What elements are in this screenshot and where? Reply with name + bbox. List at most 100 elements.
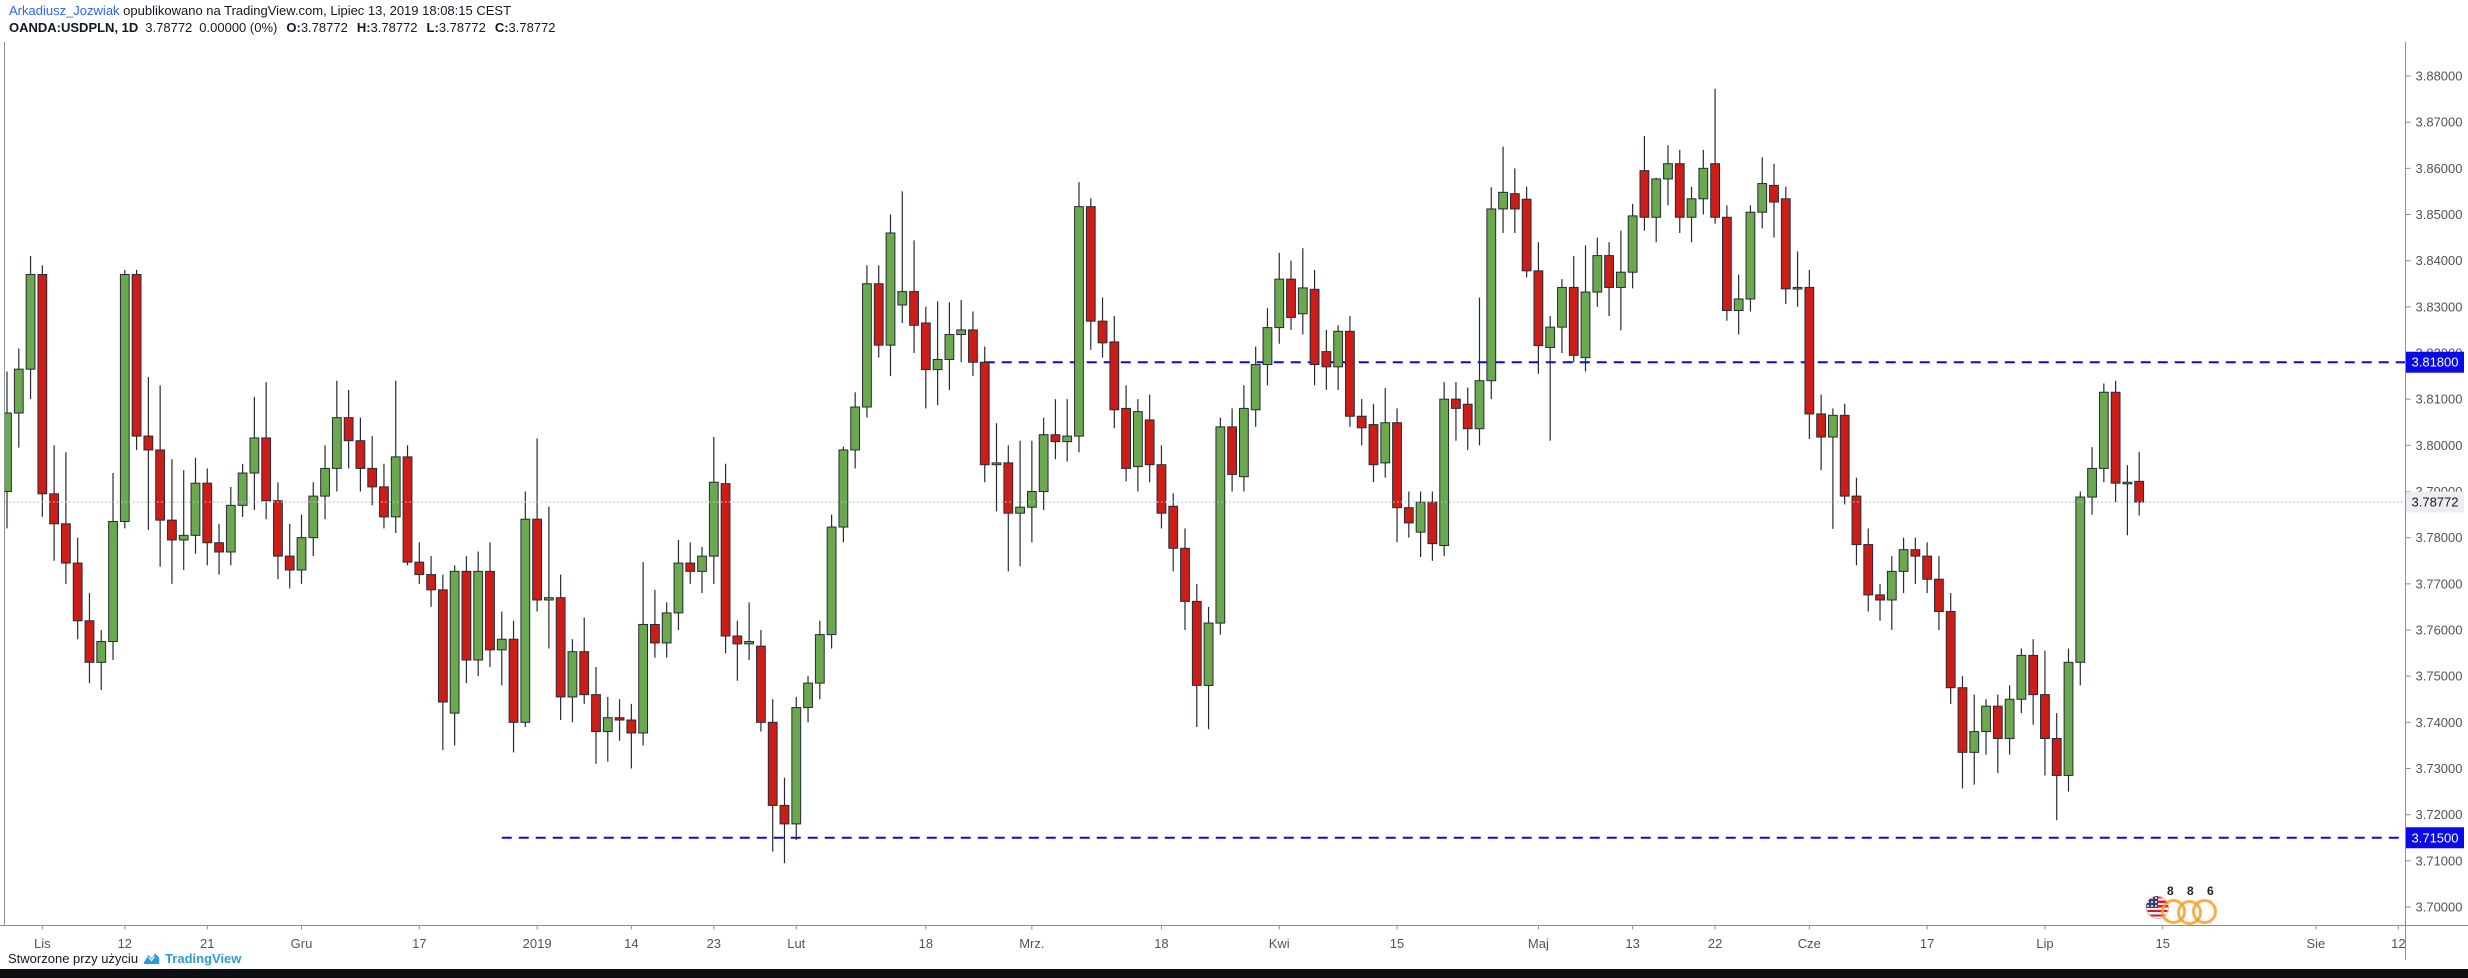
candle[interactable] [496,638,507,651]
candle[interactable] [1321,351,1332,368]
candle[interactable] [190,482,201,536]
candle[interactable] [1863,544,1874,596]
candle[interactable] [461,570,472,661]
candle[interactable] [61,523,71,564]
candle[interactable] [744,641,755,645]
candle[interactable] [402,456,413,563]
candle[interactable] [1568,286,1579,356]
candle[interactable] [49,493,60,525]
candle[interactable] [909,291,919,326]
candle[interactable] [331,417,342,469]
candle[interactable] [1922,555,1933,580]
candle[interactable] [1580,291,1591,359]
candle[interactable] [273,500,283,557]
candle[interactable] [614,717,625,721]
candle[interactable] [532,518,543,601]
candle[interactable] [2051,737,2062,776]
candle[interactable] [473,570,484,661]
candle[interactable] [96,641,107,663]
candle[interactable] [84,620,95,663]
candle[interactable] [697,555,707,572]
candle[interactable] [1038,434,1049,492]
candle[interactable] [1981,705,1991,733]
annotation-sticker-886[interactable]: 8 8 6 [2146,884,2224,925]
candle[interactable] [296,537,307,571]
candle[interactable] [520,518,531,723]
candle[interactable] [826,526,837,636]
candle[interactable] [214,542,224,553]
candle[interactable] [661,612,672,644]
candle[interactable] [732,635,743,645]
candle[interactable] [862,283,872,408]
candle[interactable] [1180,547,1190,602]
candle[interactable] [2028,654,2039,696]
candle[interactable] [72,562,83,622]
candle[interactable] [355,440,366,469]
candle[interactable] [1816,413,1827,438]
candle[interactable] [838,449,849,528]
candle[interactable] [437,589,448,703]
candle[interactable] [1262,327,1273,366]
author-link[interactable]: Arkadiusz_Jozwiak [9,3,120,18]
candle[interactable] [1015,506,1025,514]
price-level-label[interactable] [2406,827,2464,849]
candle[interactable] [2087,467,2097,498]
candle[interactable] [1239,407,1249,478]
candle[interactable] [1356,415,1367,429]
candle[interactable] [1286,278,1296,318]
candle[interactable] [1026,491,1037,508]
candle[interactable] [379,486,389,518]
candle[interactable] [932,358,943,371]
candle[interactable] [225,504,236,553]
candle[interactable] [1392,422,1402,509]
candle[interactable] [1062,435,1073,443]
candle[interactable] [155,449,166,521]
candle[interactable] [2110,391,2121,484]
candle[interactable] [3,412,12,492]
candle[interactable] [2134,480,2145,503]
candle[interactable] [1780,198,1791,290]
candle[interactable] [1721,216,1732,312]
candle[interactable] [944,334,955,360]
candle[interactable] [1203,622,1214,686]
candle[interactable] [1191,600,1202,686]
candle[interactable] [261,437,272,502]
candle[interactable] [1533,270,1544,347]
candle[interactable] [284,555,295,571]
candle[interactable] [202,482,213,544]
candle[interactable] [850,406,861,451]
candle[interactable] [814,634,825,684]
candle[interactable] [650,623,660,644]
candle[interactable] [767,721,778,806]
candle[interactable] [390,456,401,518]
candle[interactable] [1663,163,1673,180]
candle[interactable] [237,472,248,506]
candle[interactable] [897,291,908,306]
candle[interactable] [1875,594,1885,601]
candle[interactable] [803,682,813,709]
candle[interactable] [1474,380,1485,430]
candle[interactable] [1898,549,1909,572]
candle[interactable] [2122,481,2133,485]
candle[interactable] [708,481,719,557]
candle[interactable] [885,232,896,346]
candle[interactable] [1639,170,1650,218]
candle[interactable] [1003,462,1014,514]
candle[interactable] [1745,211,1756,300]
candle[interactable] [1415,501,1426,533]
tradingview-brand-link[interactable]: TradingView [165,951,242,966]
candle[interactable] [1427,501,1438,545]
candle[interactable] [119,274,130,523]
candle[interactable] [343,417,354,442]
candle[interactable] [1733,298,1744,312]
candle[interactable] [13,368,24,414]
candle[interactable] [1403,507,1414,524]
candle[interactable] [426,574,436,591]
candle[interactable] [1380,422,1391,464]
candle[interactable] [2004,698,2015,739]
candle[interactable] [1698,167,1709,200]
candle[interactable] [1545,326,1556,348]
candle[interactable] [1957,687,1968,753]
symbol-title[interactable]: OANDA:USDPLN, 1D [9,20,139,35]
